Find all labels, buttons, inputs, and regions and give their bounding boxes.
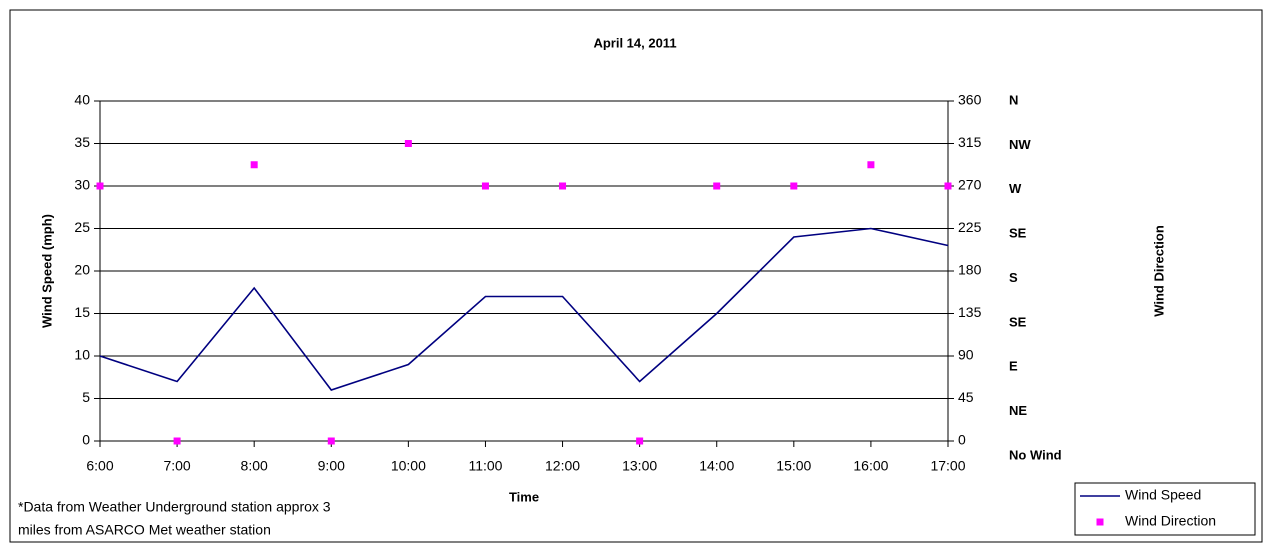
note: miles from ASARCO Met weather station — [18, 522, 271, 538]
y2-tick-label: 315 — [958, 134, 982, 150]
point — [250, 161, 258, 169]
legend-marker — [1096, 518, 1104, 526]
x-tick-label: 8:00 — [241, 458, 268, 474]
point — [481, 182, 489, 190]
point — [636, 437, 644, 445]
point — [559, 182, 567, 190]
x-tick-label: 16:00 — [853, 458, 888, 474]
y2-tick-label: 225 — [958, 219, 982, 235]
y2-tick-label: 45 — [958, 389, 974, 405]
y-tick-label: 30 — [74, 177, 90, 193]
direction-label: W — [1009, 181, 1022, 196]
direction-label: SE — [1009, 226, 1027, 241]
x-tick-label: 12:00 — [545, 458, 580, 474]
x-tick-label: 6:00 — [86, 458, 113, 474]
x-tick-label: 7:00 — [163, 458, 190, 474]
y2-tick-label: 270 — [958, 177, 982, 193]
y-tick-label: 10 — [74, 347, 90, 363]
x-tick-label: 9:00 — [318, 458, 345, 474]
direction-label: No Wind — [1009, 447, 1062, 462]
y2-tick-label: 180 — [958, 262, 982, 278]
y2-tick-label: 90 — [958, 347, 974, 363]
legend-label: Wind Direction — [1125, 513, 1216, 529]
direction-label: SE — [1009, 314, 1027, 329]
y2-tick-label: 0 — [958, 432, 966, 448]
x-tick-label: 11:00 — [468, 458, 502, 474]
x-axis-label: Time — [509, 489, 539, 504]
point — [404, 140, 412, 147]
y-tick-label: 25 — [74, 219, 90, 235]
legend-label: Wind Speed — [1125, 487, 1201, 503]
y-tick-label: 20 — [74, 262, 90, 278]
y-tick-label: 5 — [82, 389, 90, 405]
y2-tick-label: 360 — [958, 92, 982, 108]
y-tick-label: 40 — [74, 92, 90, 108]
direction-label: NE — [1009, 403, 1027, 418]
chart-title: April 14, 2011 — [593, 35, 676, 50]
x-tick-label: 10:00 — [391, 458, 426, 474]
x-tick-label: 17:00 — [930, 458, 965, 474]
point — [944, 182, 952, 190]
point — [173, 437, 181, 445]
direction-label: S — [1009, 270, 1018, 285]
point — [790, 182, 798, 190]
line-series — [99, 227, 949, 391]
x-tick-label: 15:00 — [776, 458, 811, 474]
legend-box — [1074, 482, 1256, 536]
y-tick-label: 15 — [74, 304, 90, 320]
chart-frame — [9, 9, 1263, 543]
y-tick-label: 0 — [82, 432, 90, 448]
direction-label: E — [1009, 359, 1018, 374]
direction-label: NW — [1009, 137, 1031, 152]
y-axis-label: Wind Speed (mph) — [39, 214, 54, 328]
y2-axis-label: Wind Direction — [1151, 225, 1166, 317]
y-tick-label: 35 — [74, 134, 90, 150]
point — [96, 182, 104, 190]
x-tick-label: 13:00 — [622, 458, 657, 474]
note: *Data from Weather Underground station a… — [18, 499, 331, 515]
point — [713, 182, 721, 190]
point — [867, 161, 875, 169]
x-tick-label: 14:00 — [699, 458, 734, 474]
direction-label: N — [1009, 92, 1018, 107]
y2-tick-label: 135 — [958, 304, 982, 320]
point — [327, 437, 335, 445]
